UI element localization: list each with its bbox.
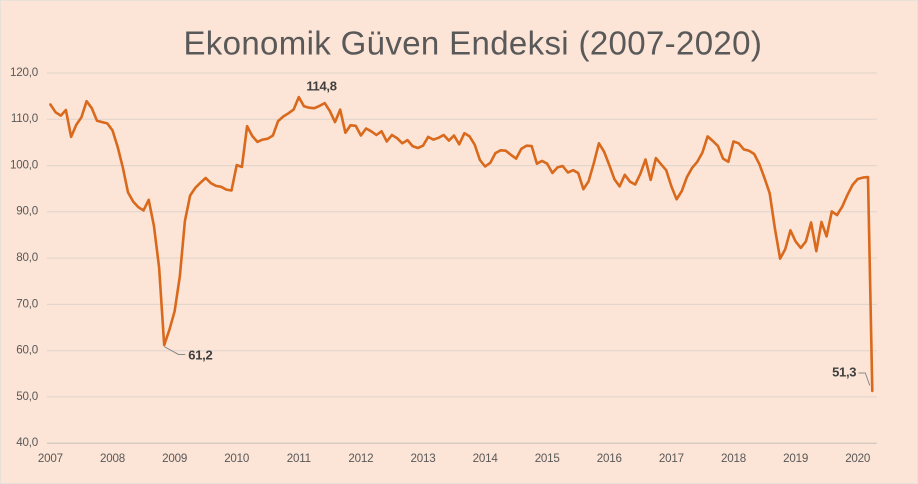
svg-text:50,0: 50,0 [16,390,38,403]
svg-text:2008: 2008 [100,452,125,465]
svg-text:2020: 2020 [845,452,870,465]
svg-text:80,0: 80,0 [16,251,38,264]
svg-text:60,0: 60,0 [16,344,38,357]
svg-text:2011: 2011 [287,452,311,465]
svg-text:2010: 2010 [224,452,249,465]
svg-text:70,0: 70,0 [16,297,38,310]
svg-text:61,2: 61,2 [188,347,212,362]
svg-text:110,0: 110,0 [11,112,38,125]
svg-text:100,0: 100,0 [10,159,38,172]
svg-text:2014: 2014 [473,452,499,465]
svg-text:2012: 2012 [348,452,373,465]
svg-text:2017: 2017 [659,452,684,465]
svg-text:40,0: 40,0 [16,436,38,449]
svg-text:114,8: 114,8 [306,78,336,93]
svg-text:2015: 2015 [535,452,560,465]
svg-text:120,0: 120,0 [10,66,38,79]
svg-text:2013: 2013 [411,452,436,465]
svg-text:2018: 2018 [721,452,746,465]
svg-text:51,3: 51,3 [832,365,856,380]
svg-text:2007: 2007 [38,452,63,465]
svg-text:2019: 2019 [783,452,808,465]
svg-text:90,0: 90,0 [16,205,38,218]
svg-text:2009: 2009 [162,452,187,465]
svg-text:2016: 2016 [597,452,622,465]
svg-text:Ekonomik Güven Endeksi (2007-2: Ekonomik Güven Endeksi (2007-2020) [183,25,762,62]
